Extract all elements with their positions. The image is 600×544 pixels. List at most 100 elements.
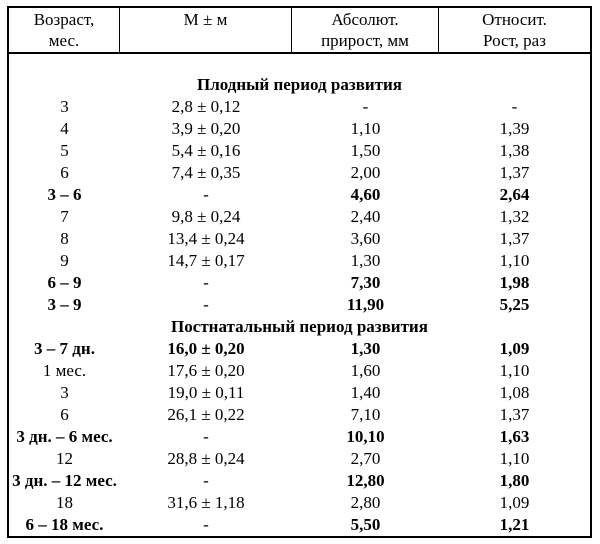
age-cell: 9 [60,251,69,270]
table-row: 3 дн. – 12 мес. - 12,80 1,80 [9,470,590,492]
abs-growth-cell: 3,60 [350,229,381,248]
header-cell-mean: М ± м [120,8,292,52]
mean-cell: 9,8 ± 0,24 [171,207,241,226]
rel-growth-cell: 1,21 [499,515,530,534]
age-cell: 3 – 6 [47,185,82,204]
abs-growth-cell: 1,50 [350,141,381,160]
mean-cell: - [203,471,209,490]
age-cell: 7 [60,207,69,226]
table-row: 6 – 18 мес. - 5,50 1,21 [9,514,590,536]
table-row: 18 31,6 ± 1,18 2,80 1,09 [9,492,590,514]
abs-growth-cell: 1,30 [350,339,381,358]
rel-growth-cell: - [511,97,518,116]
age-cell: 12 [56,449,73,468]
table-row: 5 5,4 ± 0,16 1,50 1,38 [9,140,590,162]
mean-cell: 2,8 ± 0,12 [171,97,241,116]
mean-cell: 16,0 ± 0,20 [167,339,245,358]
abs-growth-cell: 1,30 [350,251,381,270]
age-cell: 6 – 9 [47,273,82,292]
rel-growth-cell: 1,32 [499,207,530,226]
abs-growth-cell: - [362,97,369,116]
table-row: 4 3,9 ± 0,20 1,10 1,39 [9,118,590,140]
age-cell: 3 дн. – 12 мес. [12,471,117,490]
age-cell: 3 – 7 дн. [34,339,95,358]
abs-growth-cell: 12,80 [346,471,385,490]
table-row: 3 дн. – 6 мес. - 10,10 1,63 [9,426,590,448]
section-title: Плодный период развития [196,75,403,94]
rel-growth-cell: 1,10 [499,361,530,380]
table-row: 6 – 9 - 7,30 1,98 [9,272,590,294]
age-cell: 3 – 9 [47,295,82,314]
header-rel-line2: Рост, раз [483,31,546,50]
mean-cell: 3,9 ± 0,20 [171,119,241,138]
age-cell: 6 [60,405,69,424]
table-header-row: Возраст, мес. М ± м Абсолют. прирост, мм… [9,8,590,54]
header-abs-line2: прирост, мм [321,31,409,50]
mean-cell: 17,6 ± 0,20 [167,361,245,380]
header-cell-abs-growth: Абсолют. прирост, мм [292,8,439,52]
abs-growth-cell: 2,70 [350,449,381,468]
header-age-line2: мес. [48,31,80,50]
abs-growth-cell: 2,40 [350,207,381,226]
rel-growth-cell: 1,10 [499,251,530,270]
mean-cell: - [203,273,209,292]
table-row: 9 14,7 ± 0,17 1,30 1,10 [9,250,590,272]
mean-cell: - [203,515,209,534]
rel-growth-cell: 1,80 [499,471,530,490]
header-cell-age: Возраст, мес. [9,8,120,52]
abs-growth-cell: 4,60 [350,185,381,204]
abs-growth-cell: 1,60 [350,361,381,380]
table-row: 3 2,8 ± 0,12 - - [9,96,590,118]
section-title: Постнатальный период развития [171,317,428,336]
rel-growth-cell: 1,09 [499,493,530,512]
age-cell: 1 мес. [42,361,87,380]
abs-growth-cell: 5,50 [350,515,381,534]
mean-cell: 31,6 ± 1,18 [167,493,245,512]
rel-growth-cell: 5,25 [499,295,530,314]
age-cell: 8 [60,229,69,248]
table-row: 1 мес. 17,6 ± 0,20 1,60 1,10 [9,360,590,382]
table-row: 3 – 9 - 11,90 5,25 [9,294,590,316]
table-row: 7 9,8 ± 0,24 2,40 1,32 [9,206,590,228]
abs-growth-cell: 7,30 [350,273,381,292]
mean-cell: 7,4 ± 0,35 [171,163,241,182]
rel-growth-cell: 1,37 [499,229,530,248]
age-cell: 3 [60,97,69,116]
table-row: 3 – 7 дн. 16,0 ± 0,20 1,30 1,09 [9,338,590,360]
table-body: Плодный период развития 3 2,8 ± 0,12 - - 4 3,9… [9,54,590,536]
age-cell: 6 – 18 мес. [25,515,104,534]
table-row: 6 26,1 ± 0,22 7,10 1,37 [9,404,590,426]
rel-growth-cell: 1,98 [499,273,530,292]
mean-cell: 26,1 ± 0,22 [167,405,245,424]
age-cell: 3 [60,383,69,402]
header-rel-line1: Относит. [482,10,547,29]
rel-growth-cell: 1,39 [499,119,530,138]
rel-growth-cell: 1,09 [499,339,530,358]
table-row: 3 – 6 - 4,60 2,64 [9,184,590,206]
abs-growth-cell: 2,80 [350,493,381,512]
mean-cell: - [203,185,209,204]
rel-growth-cell: 1,10 [499,449,530,468]
mean-cell: 14,7 ± 0,17 [167,251,245,270]
age-cell: 6 [60,163,69,182]
rel-growth-cell: 1,38 [499,141,530,160]
mean-cell: 13,4 ± 0,24 [167,229,245,248]
header-age-line1: Возраст, [33,10,95,29]
abs-growth-cell: 1,40 [350,383,381,402]
table-row: 8 13,4 ± 0,24 3,60 1,37 [9,228,590,250]
header-mean-line1: М ± м [183,10,228,29]
mean-cell: - [203,295,209,314]
table-row: 3 19,0 ± 0,11 1,40 1,08 [9,382,590,404]
mean-cell: 5,4 ± 0,16 [171,141,241,160]
mean-cell: - [203,427,209,446]
age-cell: 4 [60,119,69,138]
growth-data-table: Возраст, мес. М ± м Абсолют. прирост, мм… [7,6,592,538]
abs-growth-cell: 11,90 [346,295,385,314]
abs-growth-cell: 2,00 [350,163,381,182]
table-row: 6 7,4 ± 0,35 2,00 1,37 [9,162,590,184]
rel-growth-cell: 1,37 [499,405,530,424]
header-cell-rel-growth: Относит. Рост, раз [439,8,590,52]
rel-growth-cell: 1,63 [499,427,530,446]
mean-cell: 28,8 ± 0,24 [167,449,245,468]
rel-growth-cell: 1,37 [499,163,530,182]
